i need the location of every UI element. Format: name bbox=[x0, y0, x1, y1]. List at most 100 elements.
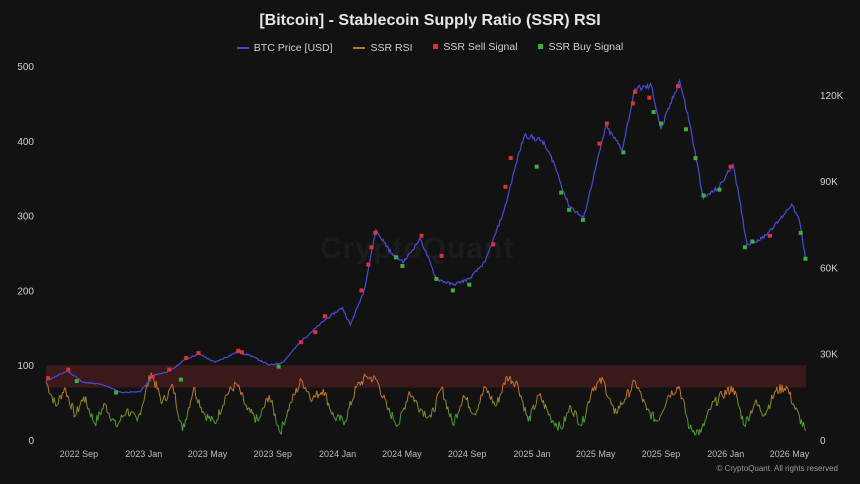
ssr-rsi-line-segment bbox=[77, 407, 80, 413]
ssr-rsi-line-segment bbox=[328, 402, 331, 409]
ssr-rsi-line-segment bbox=[255, 414, 258, 420]
ssr-rsi-line-segment bbox=[529, 409, 532, 421]
ssr-rsi-line-segment bbox=[517, 383, 520, 390]
buy-signal-marker bbox=[393, 255, 398, 260]
ssr-rsi-line-segment bbox=[658, 415, 661, 421]
ssr-rsi-line-segment bbox=[588, 397, 591, 403]
right-axis-tick-label: 0 bbox=[820, 436, 826, 447]
ssr-rsi-line-segment bbox=[577, 423, 580, 426]
buy-signal-marker bbox=[798, 230, 803, 235]
ssr-rsi-line-segment bbox=[117, 421, 120, 425]
ssr-rsi-line-segment bbox=[250, 408, 253, 414]
ssr-rsi-line-segment bbox=[383, 394, 386, 400]
ssr-rsi-line-segment bbox=[796, 410, 799, 413]
ssr-rsi-line-segment bbox=[246, 407, 249, 411]
ssr-rsi-line-segment bbox=[663, 405, 666, 409]
ssr-rsi-line-segment bbox=[102, 403, 105, 410]
ssr-rsi-line-segment bbox=[569, 404, 572, 407]
ssr-rsi-line-segment bbox=[440, 387, 443, 391]
ssr-rsi-line-segment bbox=[91, 413, 94, 421]
ssr-rsi-line-segment bbox=[461, 395, 464, 401]
ssr-rsi-line-segment bbox=[368, 376, 371, 380]
ssr-rsi-line-segment bbox=[432, 407, 435, 413]
buy-signal-marker bbox=[717, 187, 722, 192]
ssr-rsi-line-segment bbox=[678, 386, 681, 391]
ssr-rsi-line-segment bbox=[482, 386, 485, 393]
ssr-rsi-line-segment bbox=[735, 394, 738, 399]
ssr-rsi-line-segment bbox=[648, 410, 651, 413]
ssr-rsi-line-segment bbox=[144, 389, 147, 397]
x-axis-tick-label: 2022 Sep bbox=[60, 449, 99, 459]
ssr-rsi-line-segment bbox=[661, 410, 664, 413]
ssr-rsi-line-segment bbox=[579, 424, 582, 426]
ssr-rsi-line-segment bbox=[442, 386, 445, 400]
ssr-rsi-line-segment bbox=[500, 392, 503, 394]
ssr-rsi-line-segment bbox=[695, 429, 698, 435]
left-axis-tick-label: 100 bbox=[17, 361, 34, 372]
ssr-rsi-line-segment bbox=[301, 381, 304, 388]
ssr-rsi-line-segment bbox=[105, 404, 108, 413]
ssr-rsi-line-segment bbox=[660, 411, 663, 415]
ssr-rsi-line-segment bbox=[458, 405, 461, 412]
ssr-rsi-line-segment bbox=[693, 430, 696, 436]
ssr-rsi-line-segment bbox=[535, 395, 538, 404]
legend-label-ssr-rsi: SSR RSI bbox=[370, 42, 413, 54]
left-axis-tick-label: 300 bbox=[17, 212, 34, 223]
ssr-rsi-line-segment bbox=[546, 408, 548, 411]
ssr-rsi-line-segment bbox=[673, 393, 676, 396]
legend-item-sell-signal[interactable]: SSR Sell Signal bbox=[433, 41, 518, 53]
x-axis-tick-label: 2023 Sep bbox=[254, 449, 293, 459]
ssr-rsi-line-segment bbox=[507, 378, 510, 382]
ssr-rsi-line-segment bbox=[92, 420, 95, 423]
ssr-rsi-line-segment bbox=[174, 392, 177, 405]
buy-signal-marker bbox=[693, 156, 698, 161]
ssr-rsi-line-segment bbox=[160, 402, 163, 405]
ssr-rsi-line-segment bbox=[93, 422, 96, 424]
buy-signal-marker bbox=[750, 239, 755, 244]
sell-signal-marker bbox=[419, 233, 424, 238]
ssr-rsi-line-segment bbox=[202, 411, 205, 415]
ssr-rsi-line-segment bbox=[48, 392, 51, 395]
ssr-rsi-line-segment bbox=[288, 403, 291, 412]
ssr-rsi-line-segment bbox=[675, 386, 678, 394]
ssr-rsi-line-segment bbox=[200, 406, 203, 413]
ssr-rsi-line-segment bbox=[399, 413, 402, 424]
ssr-rsi-line-segment bbox=[797, 412, 800, 416]
ssr-rsi-line-segment bbox=[203, 413, 206, 416]
legend-item-btc-price[interactable]: BTC Price [USD] bbox=[236, 42, 333, 54]
ssr-rsi-line-segment bbox=[181, 423, 185, 432]
ssr-rsi-line-segment bbox=[384, 398, 387, 401]
sell-signal-marker bbox=[184, 356, 189, 361]
ssr-rsi-line-segment bbox=[110, 419, 113, 422]
buy-signal-marker bbox=[742, 245, 747, 250]
ssr-rsi-line-segment bbox=[438, 390, 440, 394]
ssr-rsi-line-segment bbox=[242, 395, 245, 404]
ssr-rsi-line-segment bbox=[539, 393, 542, 401]
legend-item-buy-signal[interactable]: SSR Buy Signal bbox=[538, 41, 623, 53]
ssr-rsi-line-segment bbox=[158, 393, 161, 398]
ssr-rsi-line-segment bbox=[634, 380, 636, 383]
ssr-rsi-line-segment bbox=[562, 416, 565, 427]
right-axis-tick-label: 30K bbox=[820, 350, 838, 361]
ssr-rsi-line-segment bbox=[611, 404, 614, 407]
ssr-rsi-line-segment bbox=[451, 420, 454, 426]
ssr-rsi-line-segment bbox=[307, 390, 309, 393]
ssr-rsi-line-segment bbox=[176, 410, 179, 416]
ssr-rsi-line-segment bbox=[491, 395, 494, 404]
ssr-rsi-line-segment bbox=[341, 416, 344, 422]
ssr-rsi-line-segment bbox=[721, 394, 724, 398]
buy-signal-marker bbox=[803, 256, 808, 261]
ssr-rsi-line-segment bbox=[114, 419, 117, 427]
x-axis-tick-label: 2023 May bbox=[188, 449, 228, 459]
ssr-rsi-line-segment bbox=[656, 419, 659, 422]
ssr-rsi-line-segment bbox=[132, 411, 135, 414]
legend-item-ssr-rsi[interactable]: SSR RSI bbox=[353, 42, 413, 54]
ssr-rsi-line-segment bbox=[177, 415, 180, 422]
ssr-rsi-line-segment bbox=[573, 410, 576, 417]
left-axis-tick-label: 500 bbox=[17, 62, 34, 73]
ssr-rsi-line-segment bbox=[45, 381, 48, 385]
x-axis-tick-label: 2025 Jan bbox=[513, 449, 550, 459]
ssr-rsi-line-segment bbox=[589, 391, 592, 398]
ssr-rsi-line-segment bbox=[533, 406, 536, 411]
